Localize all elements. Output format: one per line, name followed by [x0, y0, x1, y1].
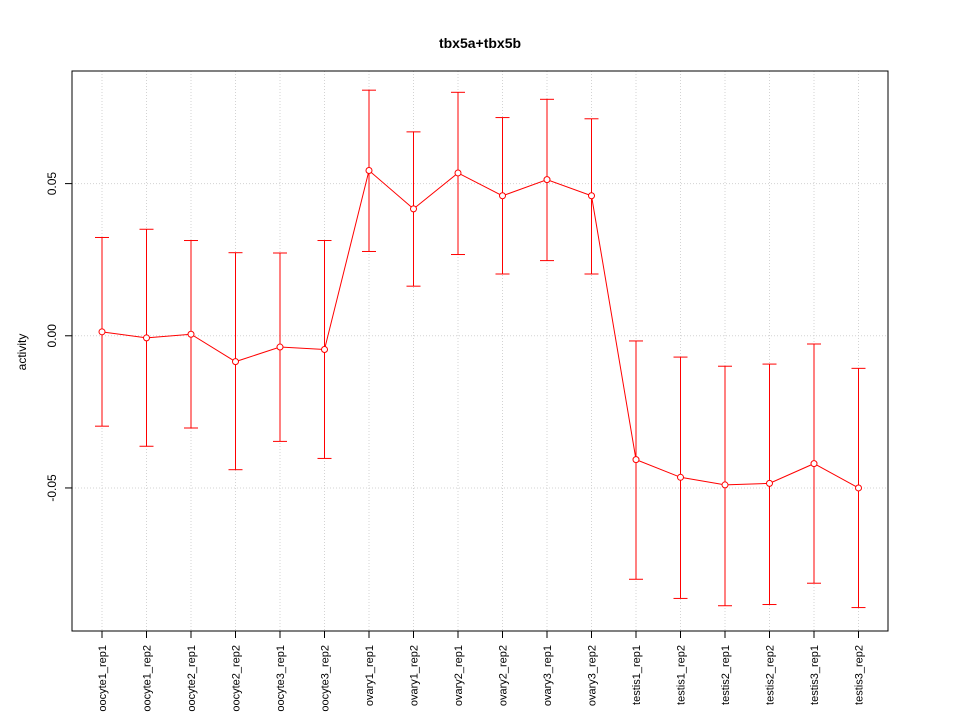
- data-point: [232, 358, 239, 366]
- x-tick-label: testis2_rep2: [765, 645, 777, 705]
- series-line: [101, 169, 859, 489]
- data-point: [410, 205, 417, 213]
- data-point: [543, 176, 551, 184]
- x-tick-label: ovary2_rep2: [498, 645, 510, 706]
- data-point: [321, 345, 328, 353]
- data-point: [677, 473, 684, 481]
- x-tick-label: ovary3_rep1: [542, 645, 554, 706]
- data-point: [721, 481, 729, 489]
- y-axis: 0.05 0.00 -0.05: [45, 172, 73, 502]
- data-point: [766, 479, 773, 487]
- x-tick-label: testis2_rep1: [720, 645, 732, 705]
- data-point: [499, 192, 506, 200]
- x-tick-label: testis1_rep1: [631, 645, 643, 705]
- x-tick-label: testis1_rep2: [676, 645, 688, 705]
- y-tick-label: -0.05: [45, 474, 59, 502]
- data-point: [143, 334, 150, 342]
- x-tick-label: oocyte1_rep1: [97, 645, 109, 712]
- x-tick-label: oocyte3_rep1: [275, 645, 287, 712]
- data-point: [810, 460, 818, 468]
- data-point: [632, 456, 640, 464]
- grid: [72, 71, 888, 631]
- data-point: [454, 169, 462, 177]
- data-point: [276, 343, 284, 351]
- chart-title: tbx5a+tbx5b: [439, 35, 521, 51]
- y-axis-label: activity: [15, 334, 29, 371]
- data-point: [588, 192, 595, 200]
- x-tick-label: ovary1_rep2: [409, 645, 421, 706]
- x-tick-label: ovary3_rep2: [587, 645, 599, 706]
- y-tick-label: 0.05: [45, 172, 59, 196]
- x-tick-label: oocyte1_rep2: [142, 645, 154, 712]
- error-bars: [95, 89, 866, 609]
- data-point: [365, 167, 373, 175]
- x-tick-label: ovary2_rep1: [453, 645, 465, 706]
- x-tick-label: oocyte3_rep2: [320, 645, 332, 712]
- y-tick-label: 0.00: [45, 324, 59, 348]
- x-axis: oocyte1_rep1 oocyte1_rep2 oocyte2_rep1 oocy…: [97, 630, 866, 712]
- data-point: [98, 328, 106, 336]
- x-tick-label: oocyte2_rep1: [186, 645, 198, 712]
- data-point: [187, 330, 195, 338]
- x-tick-label: testis3_rep1: [809, 645, 821, 705]
- data-point: [855, 484, 862, 492]
- x-tick-label: ovary1_rep1: [364, 645, 376, 706]
- x-tick-label: oocyte2_rep2: [231, 645, 243, 712]
- plot-frame: [71, 70, 889, 632]
- series-group: [98, 167, 862, 492]
- x-tick-label: testis3_rep2: [854, 645, 866, 705]
